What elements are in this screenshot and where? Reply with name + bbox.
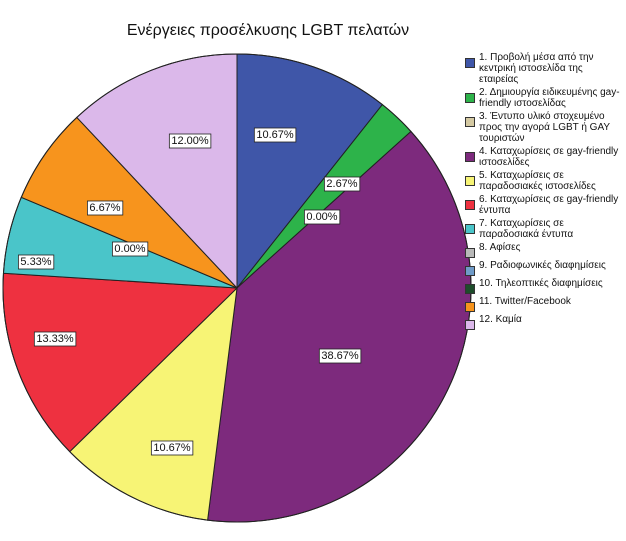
legend-item: 10. Τηλεοπτικές διαφημίσεις: [465, 278, 623, 294]
data-label-box: [33, 331, 77, 347]
data-label: 6.67%: [86, 200, 124, 216]
legend-item: 12. Καμία: [465, 314, 623, 330]
legend-item: 8. Αφίσες: [465, 242, 623, 258]
legend-label: 5. Καταχωρίσεις σε παραδοσιακές ιστοσελί…: [479, 170, 596, 192]
legend-swatch: [465, 284, 475, 294]
data-label-text: 5.33%: [20, 256, 51, 268]
legend-swatch: [465, 117, 475, 127]
legend-swatch: [465, 266, 475, 276]
legend-item: 6. Καταχωρίσεις σε gay-friendly έντυπα: [465, 194, 623, 216]
legend-item: 7. Καταχωρίσεις σε παραδοσιακά έντυπα: [465, 218, 623, 240]
data-label-text: 10.67%: [256, 129, 294, 141]
legend-swatch: [465, 224, 475, 234]
data-label: 0.00%: [111, 241, 149, 257]
legend-label: 12. Καμία: [479, 314, 522, 325]
legend-swatch: [465, 302, 475, 312]
data-label-text: 0.00%: [306, 211, 337, 223]
data-label-text: 10.67%: [153, 442, 191, 454]
data-label-box: [17, 254, 55, 270]
legend-label: 11. Twitter/Facebook: [479, 296, 571, 307]
data-label-text: 0.00%: [114, 243, 145, 255]
data-label: 38.67%: [318, 348, 362, 364]
data-label: 5.33%: [17, 254, 55, 270]
legend-swatch: [465, 176, 475, 186]
data-label-box: [323, 176, 361, 192]
data-label: 10.67%: [150, 440, 194, 456]
legend-label: 1. Προβολή μέσα από την κεντρική ιστοσελ…: [479, 52, 594, 85]
legend-swatch: [465, 93, 475, 103]
data-label-box: [168, 133, 212, 149]
data-label-box: [318, 348, 362, 364]
legend-label: 2. Δημιουργία ειδικευμένης gay-friendly …: [479, 87, 620, 109]
chart-title: Ενέργειες προσέλκυσης LGBT πελατών: [126, 22, 410, 39]
legend-label: 8. Αφίσες: [479, 242, 521, 253]
data-label-text: 6.67%: [89, 202, 120, 214]
legend-swatch: [465, 248, 475, 258]
legend-item: 3. Έντυπο υλικό στοχευμένο προς την αγορ…: [465, 111, 623, 144]
legend-label: 7. Καταχωρίσεις σε παραδοσιακά έντυπα: [479, 218, 574, 240]
legend-item: 5. Καταχωρίσεις σε παραδοσιακές ιστοσελί…: [465, 170, 623, 192]
data-label-box: [303, 209, 341, 225]
data-label: 12.00%: [168, 133, 212, 149]
data-label-text: 38.67%: [321, 350, 359, 362]
legend-label: 10. Τηλεοπτικές διαφημίσεις: [479, 278, 603, 289]
data-label: 2.67%: [323, 176, 361, 192]
legend-swatch: [465, 152, 475, 162]
data-label-text: 13.33%: [36, 333, 74, 345]
legend-label: 3. Έντυπο υλικό στοχευμένο προς την αγορ…: [479, 111, 610, 144]
data-label: 10.67%: [253, 127, 297, 143]
legend-label: 6. Καταχωρίσεις σε gay-friendly έντυπα: [479, 194, 619, 216]
chart-legend: 1. Προβολή μέσα από την κεντρική ιστοσελ…: [465, 52, 623, 332]
legend-item: 4. Καταχωρίσεις σε gay-friendly ιστοσελί…: [465, 146, 623, 168]
data-label-box: [86, 200, 124, 216]
legend-item: 9. Ραδιοφωνικές διαφημίσεις: [465, 260, 623, 276]
legend-swatch: [465, 200, 475, 210]
legend-label: 9. Ραδιοφωνικές διαφημίσεις: [479, 260, 606, 271]
legend-swatch: [465, 320, 475, 330]
data-label-box: [253, 127, 297, 143]
legend-item: 2. Δημιουργία ειδικευμένης gay-friendly …: [465, 87, 623, 109]
data-label: 13.33%: [33, 331, 77, 347]
data-label-text: 12.00%: [171, 135, 209, 147]
legend-label: 4. Καταχωρίσεις σε gay-friendly ιστοσελί…: [479, 146, 619, 168]
legend-item: 1. Προβολή μέσα από την κεντρική ιστοσελ…: [465, 52, 623, 85]
data-label-text: 2.67%: [326, 178, 357, 190]
legend-item: 11. Twitter/Facebook: [465, 296, 623, 312]
data-label: 0.00%: [303, 209, 341, 225]
legend-swatch: [465, 58, 475, 68]
data-label-box: [111, 241, 149, 257]
data-label-box: [150, 440, 194, 456]
